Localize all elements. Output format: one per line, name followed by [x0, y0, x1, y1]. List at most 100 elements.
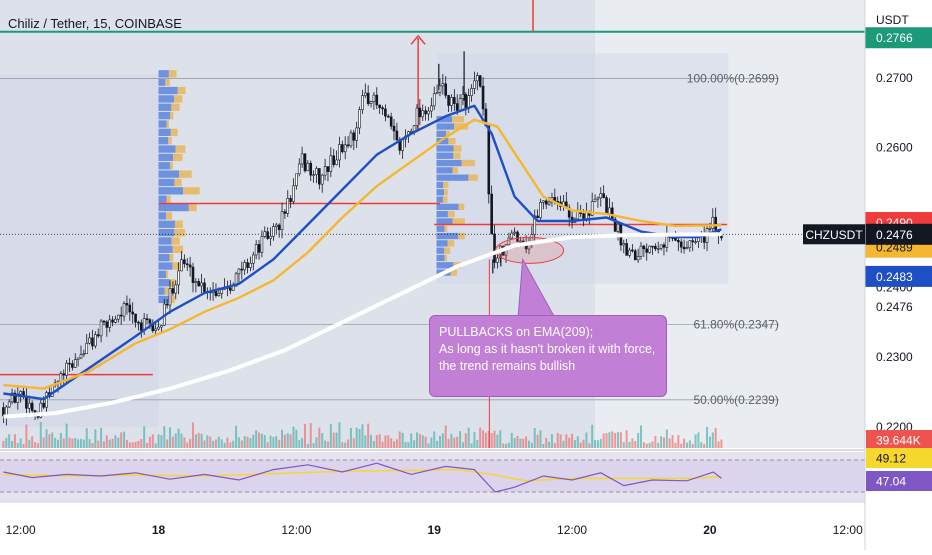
candle-body — [88, 337, 91, 344]
volume-bar — [28, 439, 31, 448]
volume-bar — [42, 437, 45, 448]
candle-body — [73, 359, 77, 368]
candle-body — [625, 243, 628, 256]
volume-bar — [622, 442, 625, 448]
volume-bar — [436, 440, 439, 448]
ema-line-2 — [3, 232, 722, 419]
volume-bar — [102, 441, 105, 448]
price-tick-label: 0.2600 — [876, 141, 913, 155]
time-tick-label: 20 — [703, 523, 717, 537]
candle-body — [240, 268, 244, 271]
annotation-callout[interactable]: PULLBACKS on EMA(209); As long as it has… — [429, 315, 667, 397]
candle-body — [590, 201, 594, 216]
candle-body — [544, 200, 548, 205]
volume-bar — [634, 441, 637, 448]
volume-profile-bar — [436, 116, 452, 123]
chart-title: Chiliz / Tether, 15, COINBASE — [8, 16, 182, 31]
volume-bar — [461, 442, 464, 448]
volume-bar — [579, 442, 582, 448]
candle-body — [610, 207, 614, 220]
volume-profile-bar — [174, 228, 186, 237]
candle-body — [369, 101, 373, 104]
candle-body — [200, 282, 203, 287]
volume-bar — [260, 433, 263, 448]
candle-body — [203, 282, 206, 293]
candle-body — [329, 155, 333, 172]
annotation-line-3: the trend remains bullish — [439, 359, 576, 373]
volume-bar — [2, 440, 5, 448]
candle-body — [421, 110, 425, 118]
volume-profile-bar — [452, 218, 465, 225]
volume-profile-bar — [166, 120, 169, 128]
volume-bar — [545, 437, 548, 448]
volume-bar — [553, 443, 556, 448]
volume-bar — [68, 437, 71, 448]
candle-body — [642, 245, 646, 250]
price-badge — [865, 295, 932, 317]
volume-bar — [266, 442, 269, 448]
volume-profile-bar — [458, 203, 465, 211]
volume-profile-bar — [158, 228, 175, 237]
volume-bar — [79, 438, 82, 448]
volume-bar — [255, 430, 258, 448]
candle-body — [631, 249, 634, 252]
candle-body — [341, 144, 344, 153]
candle-body — [62, 373, 66, 376]
volume-bar — [370, 434, 373, 448]
volume-bar — [536, 434, 539, 448]
time-tick-label: 12:00 — [557, 523, 587, 537]
volume-profile-bar — [436, 232, 459, 240]
volume-profile-bar — [168, 137, 172, 145]
volume-profile-bar — [158, 270, 166, 279]
candle-body — [450, 97, 453, 106]
volume-bar — [209, 436, 212, 448]
candle-body — [272, 226, 275, 237]
volume-bar — [381, 441, 384, 448]
candle-body — [507, 237, 511, 245]
volume-bar — [125, 439, 128, 448]
volume-bar — [82, 439, 85, 448]
candle-body — [303, 153, 307, 172]
volume-bar — [596, 440, 599, 448]
volume-bar — [289, 434, 292, 448]
volume-bar — [220, 439, 223, 448]
volume-profile-bar — [158, 103, 172, 111]
price-badge-text: 0.2476 — [876, 300, 913, 314]
volume-bar — [312, 443, 315, 448]
candle-body — [685, 247, 689, 250]
volume-profile-bar — [158, 279, 170, 287]
candle-body — [401, 138, 404, 151]
volume-bar — [45, 429, 48, 448]
candle-body — [714, 216, 717, 231]
candle-body — [363, 92, 367, 96]
volume-bar — [582, 439, 585, 448]
candle-body — [295, 173, 298, 187]
candle-body — [366, 92, 370, 104]
volume-bar — [329, 424, 332, 448]
candle-body — [510, 232, 514, 239]
volume-profile-bar — [165, 78, 170, 86]
volume-profile-bar — [171, 237, 180, 245]
candle-body — [68, 362, 71, 365]
candle-body — [389, 116, 393, 127]
volume-bar — [390, 438, 393, 448]
volume-profile-bar — [183, 187, 200, 195]
volume-bar — [74, 438, 77, 448]
rsi-line — [3, 462, 722, 493]
candle-body — [542, 200, 545, 203]
candle-body — [76, 357, 80, 360]
volume-bar — [212, 440, 215, 448]
volume-bar — [591, 424, 594, 448]
candle-body — [539, 201, 542, 219]
volume-bar — [108, 439, 111, 448]
candle-body — [378, 104, 381, 108]
volume-bar — [94, 429, 97, 448]
candle-body — [25, 396, 28, 409]
volume-bar — [639, 425, 643, 448]
price-badge-text: 0.2483 — [876, 270, 913, 284]
price-axis-unit: USDT — [876, 13, 909, 27]
candle-body — [516, 231, 519, 242]
volume-profile-bar — [450, 269, 457, 276]
volume-bar — [565, 434, 568, 448]
